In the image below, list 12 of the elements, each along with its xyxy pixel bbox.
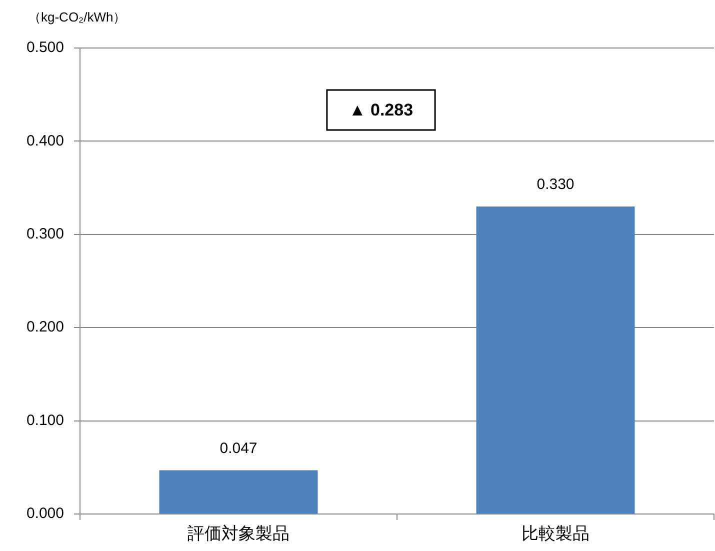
y-tick-label: 0.500: [26, 39, 64, 56]
x-tick-label: 比較製品: [522, 524, 590, 543]
annotation: ▲ 0.283: [348, 100, 414, 120]
data-label: 0.330: [536, 176, 574, 194]
y-axis-title: （kg-CO₂/kWh）: [28, 10, 126, 25]
data-label: 0.047: [220, 440, 258, 457]
y-tick-label: 0.100: [26, 412, 64, 429]
x-tick-label: 評価対象製品: [188, 524, 290, 543]
y-tick-label: 0.000: [26, 505, 64, 522]
y-tick-label: 0.400: [26, 132, 64, 150]
y-tick-label: 0.300: [26, 226, 64, 243]
y-tick-label: 0.200: [26, 318, 64, 336]
